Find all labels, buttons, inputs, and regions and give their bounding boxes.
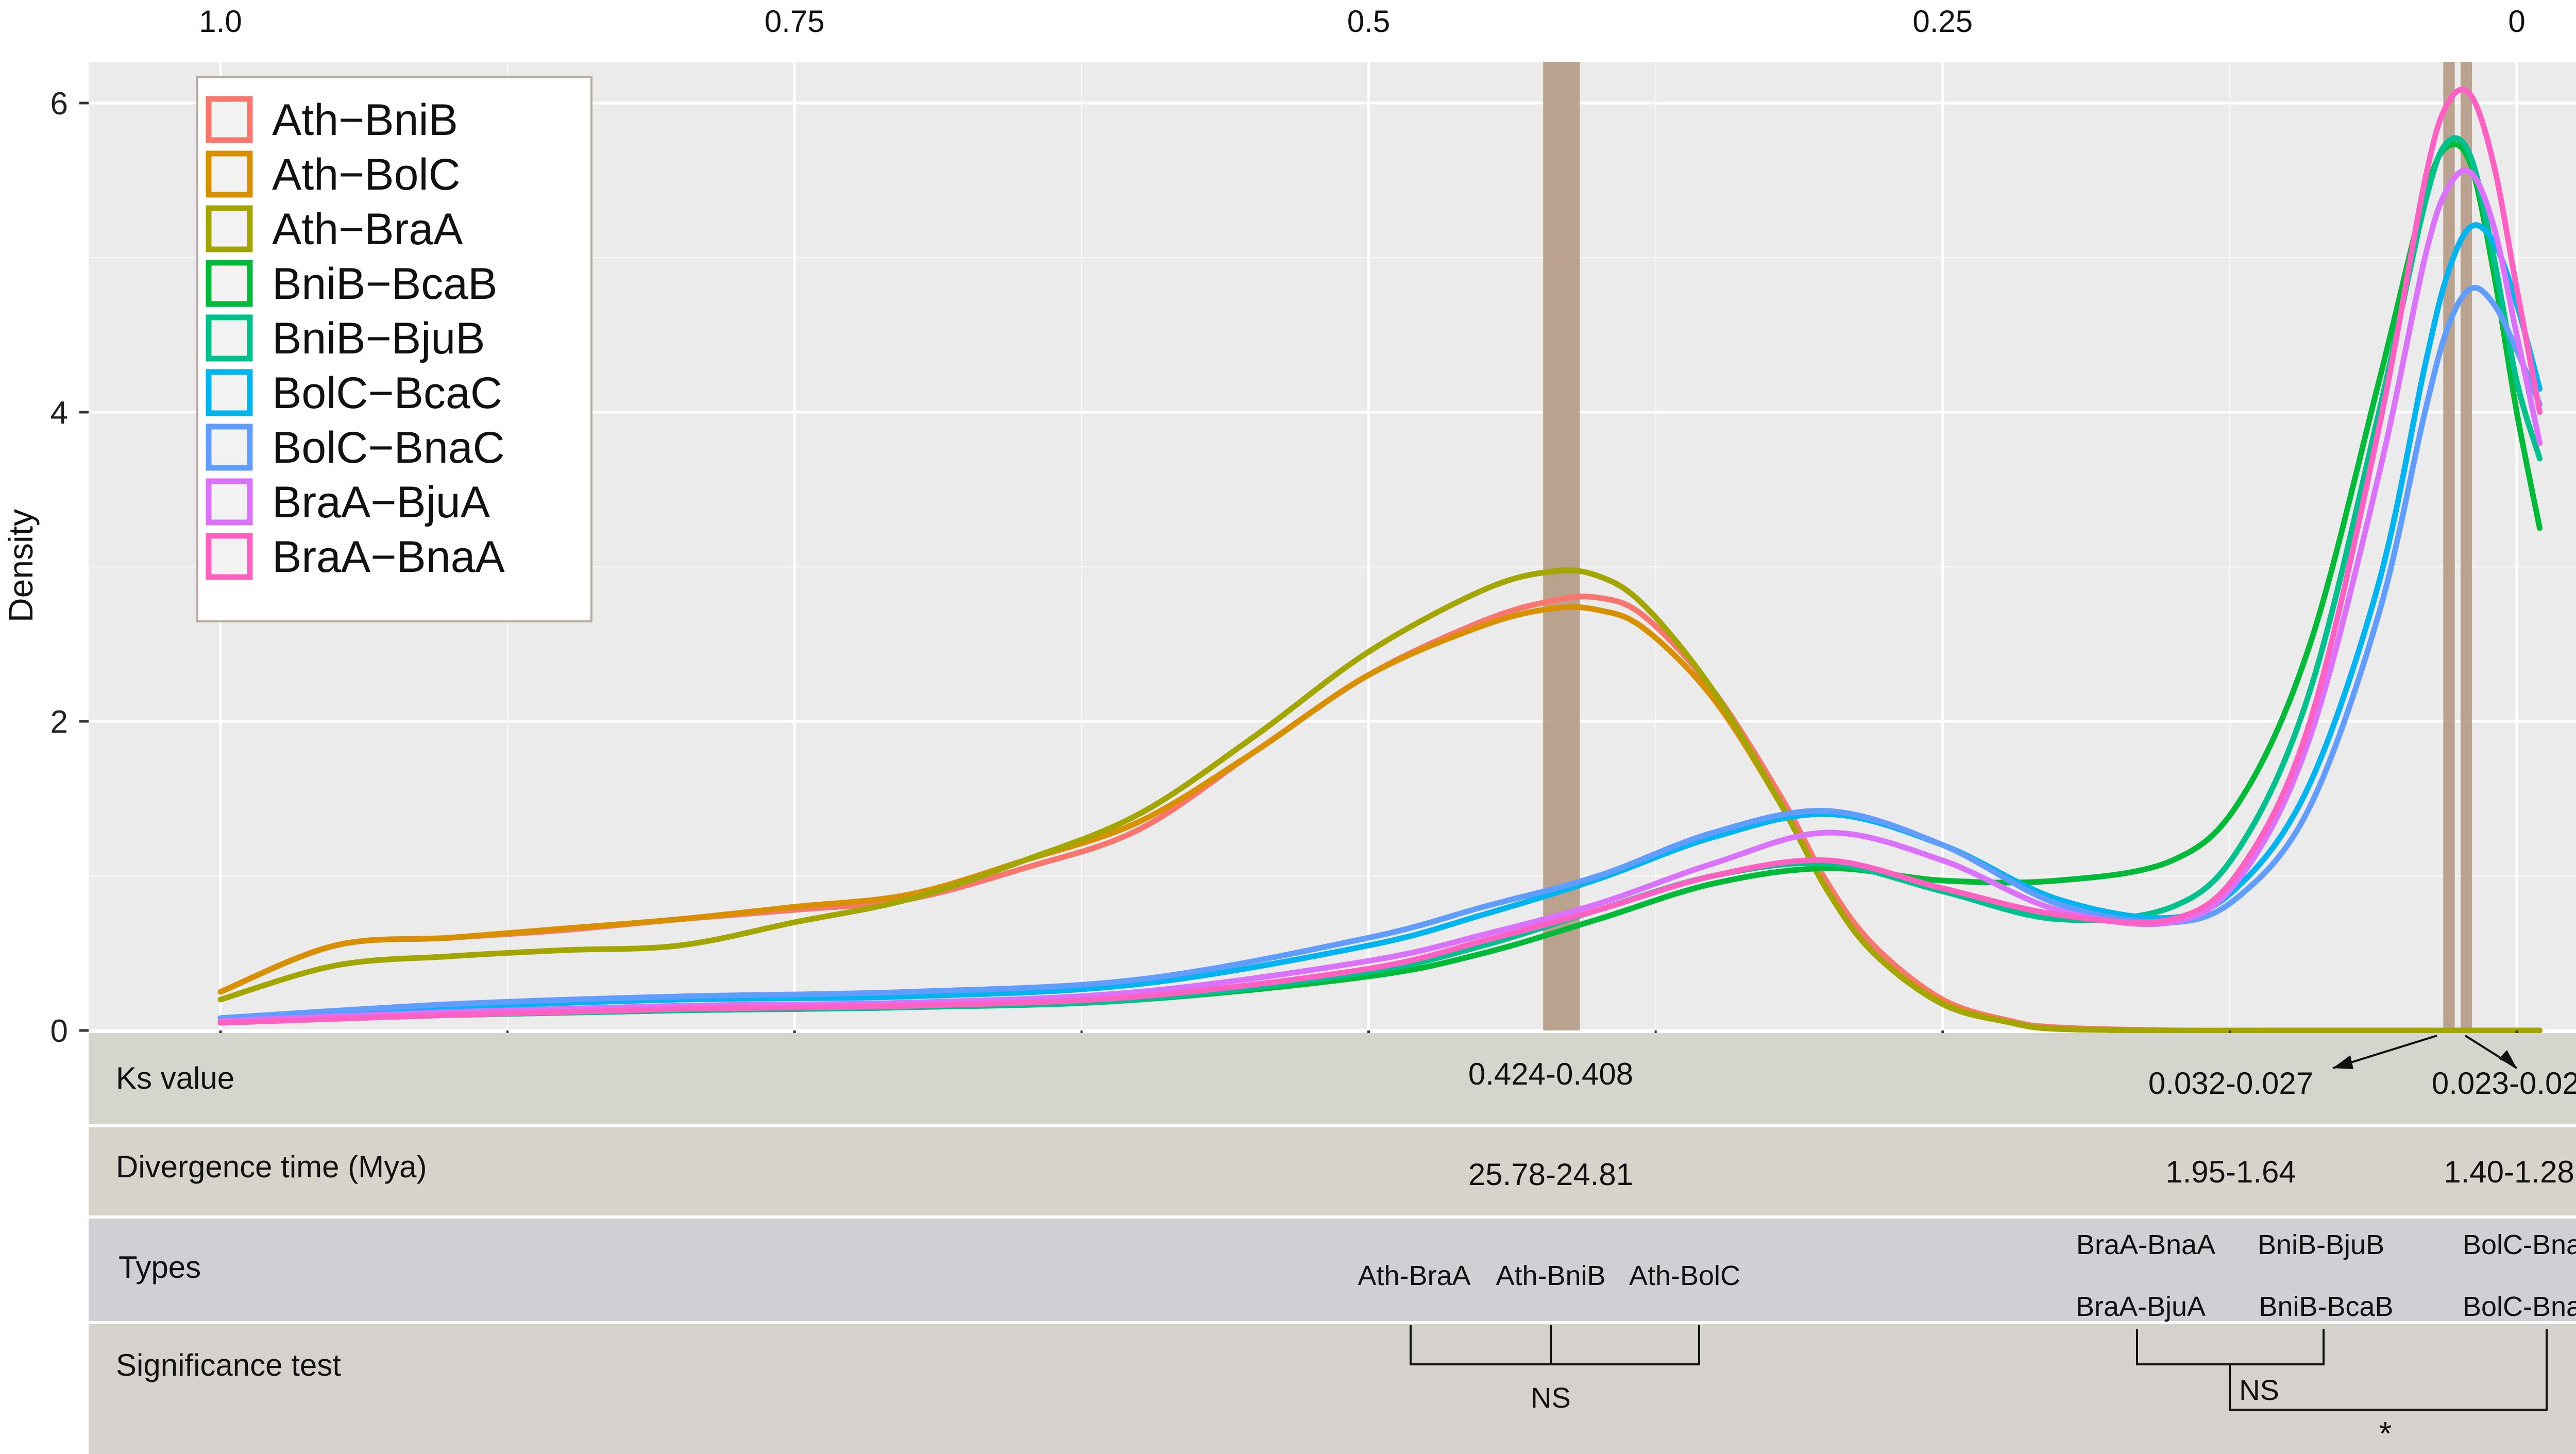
legend: Ath−BniB Ath−BolC Ath−BraA BniB−BcaB BniB−Bj… (196, 76, 592, 622)
legend-label: Ath−BraA (272, 205, 463, 254)
y-tick-label: 4 (50, 395, 68, 431)
ns-bracket-1 (1410, 1325, 1700, 1365)
legend-key (206, 314, 253, 362)
ks-band-2 (2443, 62, 2455, 1030)
legend-label: BniB−BjuB (272, 314, 485, 363)
significance-star: * (2379, 1415, 2392, 1452)
y-tick-label: 6 (50, 86, 68, 122)
ks-peak-1: 0.424-0.408 (1468, 1057, 1634, 1091)
legend-label: BolC−BnaC (272, 423, 505, 472)
type-bolc-bnac-bottom: BolC-BnaC (2462, 1291, 2576, 1322)
type-ath-braa: Ath-BraA (1358, 1260, 1471, 1291)
legend-label: BraA−BjuA (272, 478, 490, 527)
legend-key (206, 205, 253, 252)
series-line-bolcbnac (217, 284, 2543, 1021)
table-row-bg-2 (89, 1126, 2576, 1217)
legend-label: BraA−BnaA (272, 532, 505, 582)
table-row-bg-4 (89, 1323, 2576, 1454)
type-braa-bnaa: BraA-BnaA (2076, 1229, 2216, 1260)
x-tick-label: 1.0 (199, 4, 242, 39)
table-row-bg-3 (89, 1217, 2576, 1323)
ks-peak-2: 0.032-0.027 (2148, 1066, 2314, 1101)
ns-label-1: NS (1531, 1381, 1571, 1414)
highlight-bands (1543, 62, 2472, 1030)
divergence-peak-3: 1.40-1.28 (2444, 1155, 2574, 1189)
x-tick-label: 0.75 (765, 4, 825, 39)
type-braa-bjua: BraA-BjuA (2075, 1291, 2206, 1322)
divergence-peak-2: 1.95-1.64 (2165, 1155, 2296, 1189)
x-tick-label: 0 (2508, 4, 2525, 39)
type-bnib-bjub: BniB-BjuB (2257, 1229, 2385, 1260)
type-bolc-bnac-top: BolC-BnaC (2462, 1229, 2576, 1260)
legend-key (206, 260, 253, 307)
row-label-types: Types (118, 1250, 201, 1284)
divergence-peak-1: 25.78-24.81 (1468, 1157, 1634, 1192)
y-tick-label: 0 (50, 1013, 68, 1049)
x-tick-label: 0.5 (1347, 4, 1390, 39)
type-ath-bnib: Ath-BniB (1496, 1260, 1606, 1291)
legend-key (206, 369, 253, 416)
series-line-braabjua (217, 167, 2543, 1024)
legend-label: Ath−BolC (272, 150, 461, 199)
series-line-braabnaa (217, 87, 2543, 1026)
ks-band-1 (1543, 62, 1580, 1030)
legend-key (206, 150, 253, 198)
y-tick-label: 2 (50, 704, 68, 740)
legend-label: BolC−BcaC (272, 368, 502, 418)
type-ath-bolc: Ath-BolC (1629, 1260, 1741, 1291)
ns-label-2: NS (2239, 1374, 2279, 1406)
significance-brackets (1410, 1035, 2548, 1411)
y-axis-title: Density (2, 509, 40, 623)
ks-band-3 (2460, 62, 2472, 1030)
density-curves (217, 87, 2543, 1034)
y-axis: 0 2 4 6 (50, 86, 89, 1049)
series-line-athbraa (217, 567, 2543, 1034)
row-label-ks: Ks value (116, 1061, 235, 1095)
arrowhead-peak-3 (2499, 1050, 2517, 1068)
type-bnib-bcab: BniB-BcaB (2259, 1291, 2394, 1322)
x-axis: 1.0 0.75 0.5 0.25 0 (199, 4, 2526, 1040)
row-label-significance: Significance test (116, 1348, 341, 1382)
legend-label: Ath−BniB (272, 95, 458, 145)
x-tick-label: 0.25 (1912, 4, 1973, 39)
table-row-bg-1 (89, 1033, 2576, 1126)
legend-key (206, 424, 253, 471)
legend-key (206, 96, 253, 143)
ks-peak-3: 0.023-0.021 (2431, 1066, 2576, 1101)
arrowhead-peak-2 (2333, 1055, 2353, 1069)
row-label-divergence: Divergence time (Mya) (116, 1149, 427, 1184)
legend-key (206, 478, 253, 526)
legend-box (196, 76, 592, 622)
legend-key (206, 533, 253, 580)
summary-table-backgrounds (89, 1033, 2576, 1454)
significance-bracket-2 (2136, 1329, 2548, 1411)
legend-label: BniB−BcaB (272, 259, 497, 309)
